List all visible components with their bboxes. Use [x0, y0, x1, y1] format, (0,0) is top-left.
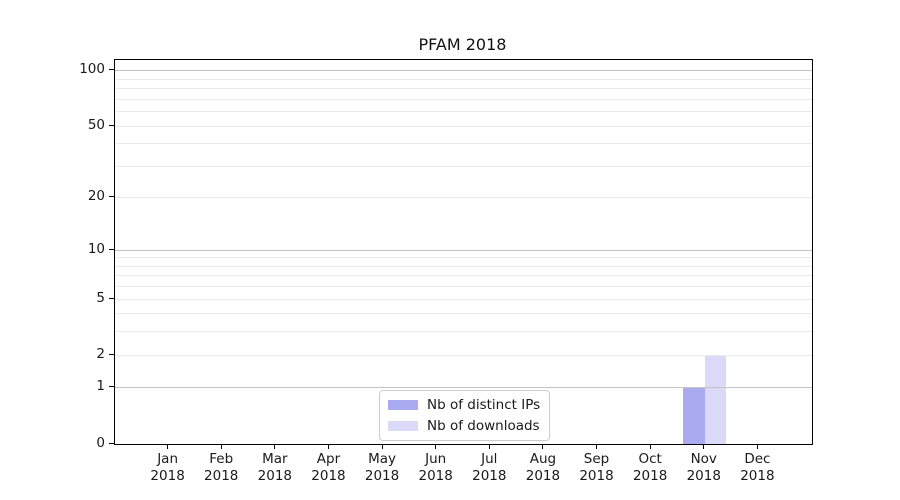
- legend: Nb of distinct IPs Nb of downloads: [379, 390, 551, 441]
- legend-label-downloads: Nb of downloads: [427, 418, 540, 434]
- x-tick-label-jan: Jan 2018: [150, 451, 185, 484]
- y-tick-label-2: 2: [96, 345, 105, 362]
- y-minor-gridline-60: [115, 111, 812, 113]
- chart-title: PFAM 2018: [418, 35, 507, 54]
- y-minor-gridline-8: [115, 265, 812, 267]
- x-tick-label-dec: Dec 2018: [740, 451, 775, 484]
- legend-item-distinct-ips: Nb of distinct IPs: [388, 396, 540, 414]
- y-tick-mark-10: [109, 248, 114, 250]
- x-tick-label-may: May 2018: [364, 451, 400, 484]
- bar-nov-distinct-ips: [683, 387, 705, 444]
- y-minor-gridline-9: [115, 257, 812, 259]
- y-minor-gridline-70: [115, 98, 812, 100]
- x-tick-mark-oct: [649, 444, 651, 449]
- x-tick-mark-jul: [488, 444, 490, 449]
- x-tick-label-mar: Mar 2018: [257, 451, 293, 484]
- gridlines-layer: [115, 60, 812, 444]
- x-tick-label-nov: Nov 2018: [686, 451, 721, 484]
- y-major-gridline-100: [115, 70, 812, 72]
- legend-swatch-distinct-ips: [388, 400, 418, 410]
- y-tick-label-10: 10: [87, 240, 105, 257]
- y-minor-gridline-90: [115, 78, 812, 80]
- x-tick-mark-jan: [167, 444, 169, 449]
- y-minor-gridline-3: [115, 331, 812, 333]
- x-tick-label-aug: Aug 2018: [525, 451, 561, 484]
- x-tick-mark-mar: [274, 444, 276, 449]
- y-tick-label-100: 100: [79, 61, 105, 78]
- x-tick-mark-aug: [542, 444, 544, 449]
- bar-nov-downloads: [704, 355, 727, 444]
- legend-swatch-downloads: [388, 421, 418, 431]
- y-tick-mark-50: [109, 124, 114, 126]
- y-tick-mark-2: [109, 353, 114, 355]
- x-tick-mark-feb: [220, 444, 222, 449]
- y-tick-mark-20: [109, 196, 114, 198]
- bars-layer: [115, 60, 812, 444]
- y-minor-gridline-7: [115, 275, 812, 277]
- x-tick-mark-jun: [435, 444, 437, 449]
- y-minor-gridline-6: [115, 286, 812, 288]
- y-tick-label-5: 5: [96, 289, 105, 306]
- x-tick-label-feb: Feb 2018: [204, 451, 239, 484]
- x-tick-mark-apr: [327, 444, 329, 449]
- y-tick-label-20: 20: [87, 188, 105, 205]
- x-tick-mark-nov: [703, 444, 705, 449]
- y-tick-mark-0: [109, 442, 114, 444]
- x-tick-mark-dec: [756, 444, 758, 449]
- legend-label-distinct-ips: Nb of distinct IPs: [427, 397, 541, 413]
- y-tick-label-1: 1: [96, 378, 105, 395]
- x-tick-label-apr: Apr 2018: [311, 451, 346, 484]
- y-tick-label-50: 50: [87, 116, 105, 133]
- plot-area: [114, 59, 813, 445]
- x-tick-label-jun: Jun 2018: [418, 451, 453, 484]
- y-minor-gridline-30: [115, 165, 812, 167]
- x-tick-label-jul: Jul 2018: [472, 451, 507, 484]
- x-tick-mark-sep: [596, 444, 598, 449]
- y-minor-gridline-5: [115, 298, 812, 300]
- y-tick-mark-5: [109, 297, 114, 299]
- x-tick-label-oct: Oct 2018: [632, 451, 668, 484]
- y-tick-label-0: 0: [96, 434, 105, 451]
- legend-item-downloads: Nb of downloads: [388, 417, 540, 435]
- y-minor-gridline-80: [115, 88, 812, 90]
- y-minor-gridline-50: [115, 125, 812, 127]
- y-minor-gridline-20: [115, 197, 812, 199]
- y-tick-mark-1: [109, 386, 114, 388]
- y-major-gridline-1: [115, 387, 812, 389]
- y-minor-gridline-40: [115, 143, 812, 145]
- x-tick-label-sep: Sep 2018: [579, 451, 614, 484]
- y-tick-mark-100: [109, 69, 114, 71]
- y-minor-gridline-2: [115, 354, 812, 356]
- x-tick-mark-may: [381, 444, 383, 449]
- y-minor-gridline-4: [115, 313, 812, 315]
- y-major-gridline-10: [115, 249, 812, 251]
